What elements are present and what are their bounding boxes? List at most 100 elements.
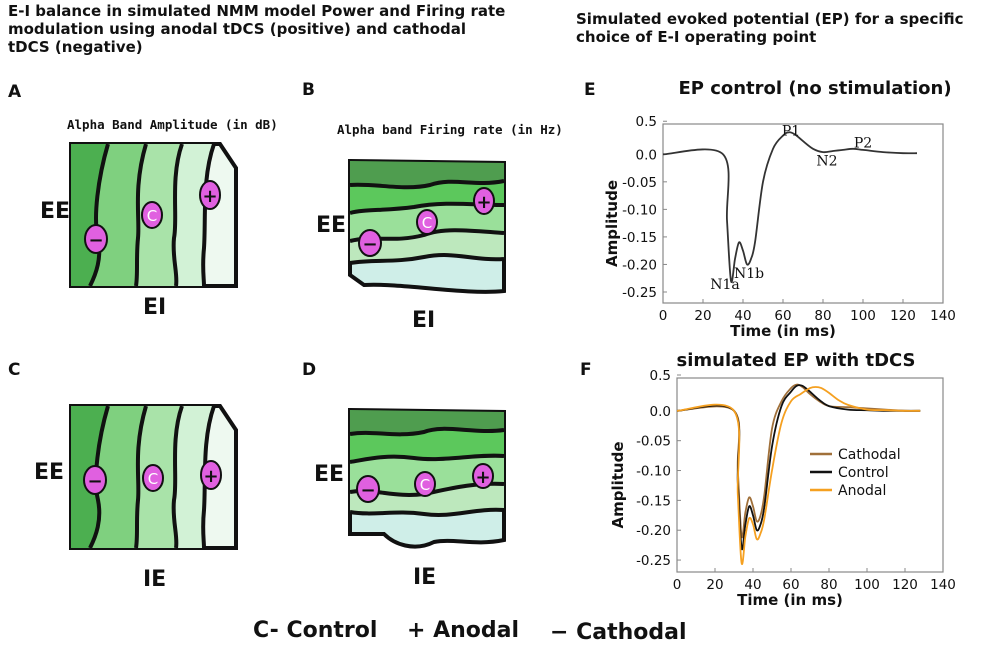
- panel-c-contour-2: [134, 405, 148, 549]
- panel-d-control-marker: C: [414, 471, 436, 497]
- chart-f-xtick-label: 80: [820, 577, 837, 593]
- panel-c-contour-4: [201, 405, 216, 549]
- svg-text:+: +: [476, 192, 491, 213]
- panel-c-ylabel: EE: [34, 460, 65, 485]
- panel-b-control-marker: C: [416, 209, 438, 235]
- chart-f-xtick-label: 140: [930, 577, 956, 593]
- header-right: Simulated evoked potential (EP) for a sp…: [576, 10, 964, 46]
- chart-e-xtick-label: 140: [930, 308, 956, 324]
- panel-e-label: E: [584, 80, 596, 100]
- panel-a-band-2: [90, 144, 146, 286]
- header-left: E-I balance in simulated NMM model Power…: [8, 2, 505, 56]
- panel-a-cathodal-marker: −: [84, 224, 108, 254]
- panel-d-xlabel: IE: [413, 565, 437, 590]
- chart-f-ytick-label: -0.20: [636, 523, 671, 539]
- chart-f-xtick-label: 60: [782, 577, 799, 593]
- panel-b-label: B: [302, 80, 315, 100]
- chart-f-legend-label-anodal: Anodal: [838, 483, 886, 499]
- panel-b-title: Alpha band Firing rate (in Hz): [337, 122, 563, 137]
- chart-e-annotation-n1b: N1b: [734, 266, 764, 282]
- panel-c-contour-1: [88, 405, 110, 549]
- chart-e-ytick-label: -0.10: [622, 202, 657, 218]
- chart-e-annotation-n1a: N1a: [710, 277, 740, 293]
- panel-c-contour-3: [171, 405, 184, 549]
- chart-f-ylabel: Amplitude: [609, 441, 627, 528]
- chart-f-xtick-label: 120: [892, 577, 918, 593]
- panel-d-cathodal-marker: −: [356, 475, 380, 503]
- chart-f-series-anodal: [676, 386, 921, 566]
- chart-f: simulated EP with tDCS 0.5 0.0 -0.05 -0.10 -0…: [609, 350, 956, 609]
- chart-e-annotation-p1: P1: [782, 124, 800, 140]
- header-left-line2: modulation using anodal tDCS (positive) …: [8, 20, 467, 38]
- chart-e-xtick-label: 120: [890, 308, 916, 324]
- chart-f-ytick-label: 0.0: [650, 404, 671, 420]
- panel-c-cathodal-marker: −: [83, 465, 107, 495]
- chart-e-ytick-label: 0.5: [636, 114, 657, 130]
- panel-a-anodal-marker: +: [199, 180, 221, 210]
- svg-text:C: C: [148, 470, 158, 488]
- chart-e-xtick-label: 100: [850, 308, 876, 324]
- panel-a-label: A: [8, 82, 22, 102]
- header-right-line1: Simulated evoked potential (EP) for a sp…: [576, 10, 964, 28]
- chart-f-ytick-label: -0.05: [636, 434, 671, 450]
- legend-control: C- Control: [253, 618, 378, 643]
- chart-f-ytick-label: 0.5: [650, 368, 671, 384]
- svg-text:−: −: [360, 480, 375, 501]
- chart-f-ytick-label: -0.15: [636, 493, 671, 509]
- chart-e-ytick-label: -0.25: [622, 285, 657, 301]
- svg-text:−: −: [88, 230, 103, 251]
- panel-c-xlabel: IE: [143, 567, 167, 592]
- chart-f-xtick-label: 40: [744, 577, 761, 593]
- chart-e-xtick-label: 0: [659, 308, 668, 324]
- chart-e-xtick-label: 80: [814, 308, 831, 324]
- chart-e-xlabel: Time (in ms): [730, 322, 836, 340]
- panel-c-label: C: [8, 360, 21, 380]
- chart-e-ytick-label: -0.20: [622, 257, 657, 273]
- svg-text:+: +: [203, 466, 218, 487]
- svg-text:C: C: [147, 207, 157, 225]
- chart-f-xtick-label: 100: [854, 577, 880, 593]
- panel-d-contour-4: [349, 507, 505, 517]
- chart-e-ytick-label: -0.05: [622, 175, 657, 191]
- panel-b-xlabel: EI: [412, 308, 436, 333]
- panel-a-contour-4: [201, 143, 216, 287]
- svg-text:C: C: [420, 476, 430, 494]
- panel-d-label: D: [302, 360, 317, 380]
- chart-f-ytick-label: -0.10: [636, 464, 671, 480]
- header-left-line1: E-I balance in simulated NMM model Power…: [8, 2, 506, 20]
- panel-d-schematic: − C +: [348, 407, 506, 549]
- panel-a-schematic: − C +: [69, 142, 238, 288]
- panel-b-anodal-marker: +: [473, 187, 495, 215]
- panel-a-xlabel: EI: [143, 295, 167, 320]
- chart-e-ytick-label: 0.0: [636, 147, 657, 163]
- panel-a-ylabel: EE: [40, 199, 71, 224]
- chart-f-xlabel: Time (in ms): [737, 591, 843, 609]
- chart-e-title: EP control (no stimulation): [678, 78, 951, 99]
- panel-d-ylabel: EE: [314, 462, 345, 487]
- panel-a-title: Alpha Band Amplitude (in dB): [67, 117, 278, 132]
- chart-f-series-control: [676, 384, 921, 551]
- chart-e-plot-frame: [662, 123, 944, 304]
- legend-anodal: + Anodal: [407, 618, 520, 643]
- panel-b-band-2: [350, 181, 504, 213]
- panel-a-contour-2: [134, 143, 148, 287]
- panel-a-contour-3: [171, 143, 184, 287]
- chart-e-xtick-label: 60: [774, 308, 791, 324]
- chart-f-series-cathodal: [676, 383, 921, 539]
- chart-e-series-control: [662, 131, 918, 284]
- legend-cathodal: − Cathodal: [550, 620, 687, 645]
- chart-f-title: simulated EP with tDCS: [676, 350, 915, 371]
- chart-f-xtick-label: 0: [673, 577, 682, 593]
- header-left-line3: tDCS (negative): [8, 38, 143, 56]
- svg-text:−: −: [362, 234, 377, 255]
- panel-d-anodal-marker: +: [472, 463, 494, 489]
- panel-f-label: F: [580, 360, 592, 380]
- chart-e: EP control (no stimulation) 0.5 0.0 -0.05 -0…: [603, 78, 956, 340]
- panel-d-contour-1: [349, 426, 505, 437]
- panel-b-contour-1: [349, 179, 505, 190]
- panel-b-contour-4: [349, 253, 505, 265]
- chart-f-plot-frame: [676, 377, 944, 573]
- chart-e-annotation-p2: P2: [854, 136, 872, 152]
- chart-e-ytick-label: -0.15: [622, 230, 657, 246]
- panel-c-band-2: [90, 406, 146, 548]
